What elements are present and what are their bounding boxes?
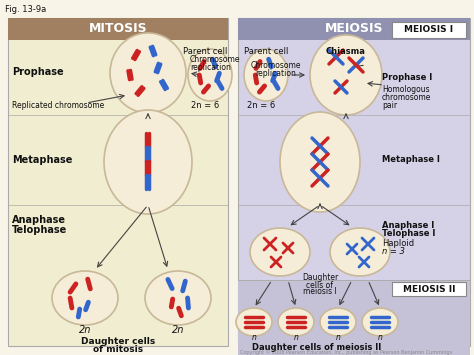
Bar — [8, 18, 228, 40]
Bar — [238, 18, 470, 346]
Ellipse shape — [244, 49, 288, 101]
Text: n: n — [378, 333, 383, 343]
Text: Homologous: Homologous — [382, 86, 429, 94]
Text: replication: replication — [190, 64, 231, 72]
Text: Metaphase I: Metaphase I — [382, 155, 440, 164]
Text: Daughter cells: Daughter cells — [81, 338, 155, 346]
Text: Copyright © 2008 Pearson Education, Inc., publishing as Pearson Benjamin Cumming: Copyright © 2008 Pearson Education, Inc.… — [240, 349, 452, 355]
Text: Haploid: Haploid — [382, 239, 414, 247]
Text: Daughter cells of meiosis II: Daughter cells of meiosis II — [252, 344, 382, 353]
Text: replication: replication — [255, 70, 296, 78]
Text: Chiasma: Chiasma — [326, 48, 366, 56]
Text: MEIOSIS I: MEIOSIS I — [404, 26, 454, 34]
Ellipse shape — [188, 49, 232, 101]
Text: Parent cell: Parent cell — [244, 48, 288, 56]
Text: Telophase: Telophase — [12, 225, 67, 235]
Text: Chromosome: Chromosome — [251, 61, 301, 71]
Text: n: n — [293, 333, 299, 343]
Text: MEIOSIS II: MEIOSIS II — [403, 284, 455, 294]
Ellipse shape — [310, 35, 382, 115]
Ellipse shape — [52, 271, 118, 325]
Bar — [238, 280, 470, 355]
Text: MITOSIS: MITOSIS — [89, 22, 147, 36]
Text: of mitosis: of mitosis — [93, 345, 143, 355]
Text: 2n = 6: 2n = 6 — [247, 102, 275, 110]
Text: chromosome: chromosome — [382, 93, 431, 103]
Text: meiosis I: meiosis I — [303, 288, 337, 296]
Text: 2n = 6: 2n = 6 — [191, 102, 219, 110]
Text: Chromosome: Chromosome — [190, 55, 240, 65]
Text: n = 3: n = 3 — [382, 247, 405, 257]
Ellipse shape — [280, 112, 360, 212]
Text: Metaphase: Metaphase — [12, 155, 73, 165]
Ellipse shape — [320, 308, 356, 336]
Ellipse shape — [362, 308, 398, 336]
Text: Telophase I: Telophase I — [382, 229, 436, 239]
Text: n: n — [252, 333, 256, 343]
Text: MEIOSIS: MEIOSIS — [325, 22, 383, 36]
Text: 2n: 2n — [79, 325, 91, 335]
Text: Prophase: Prophase — [12, 67, 64, 77]
Ellipse shape — [110, 33, 186, 113]
Text: pair: pair — [382, 102, 397, 110]
Ellipse shape — [104, 110, 192, 214]
Text: Anaphase: Anaphase — [12, 215, 66, 225]
Ellipse shape — [330, 228, 390, 276]
Text: Replicated chromosome: Replicated chromosome — [12, 100, 104, 109]
Text: Prophase I: Prophase I — [382, 73, 432, 82]
FancyBboxPatch shape — [392, 22, 466, 38]
Ellipse shape — [145, 271, 211, 325]
Bar — [238, 18, 470, 40]
Text: n: n — [336, 333, 340, 343]
Bar — [8, 18, 228, 346]
Text: Anaphase I: Anaphase I — [382, 220, 434, 229]
Text: Parent cell: Parent cell — [183, 48, 227, 56]
Ellipse shape — [278, 308, 314, 336]
FancyBboxPatch shape — [392, 282, 466, 296]
Text: Fig. 13-9a: Fig. 13-9a — [5, 5, 46, 15]
Text: Daughter: Daughter — [302, 273, 338, 283]
Ellipse shape — [250, 228, 310, 276]
Ellipse shape — [236, 308, 272, 336]
Text: 2n: 2n — [172, 325, 184, 335]
Text: cells of: cells of — [307, 280, 334, 289]
